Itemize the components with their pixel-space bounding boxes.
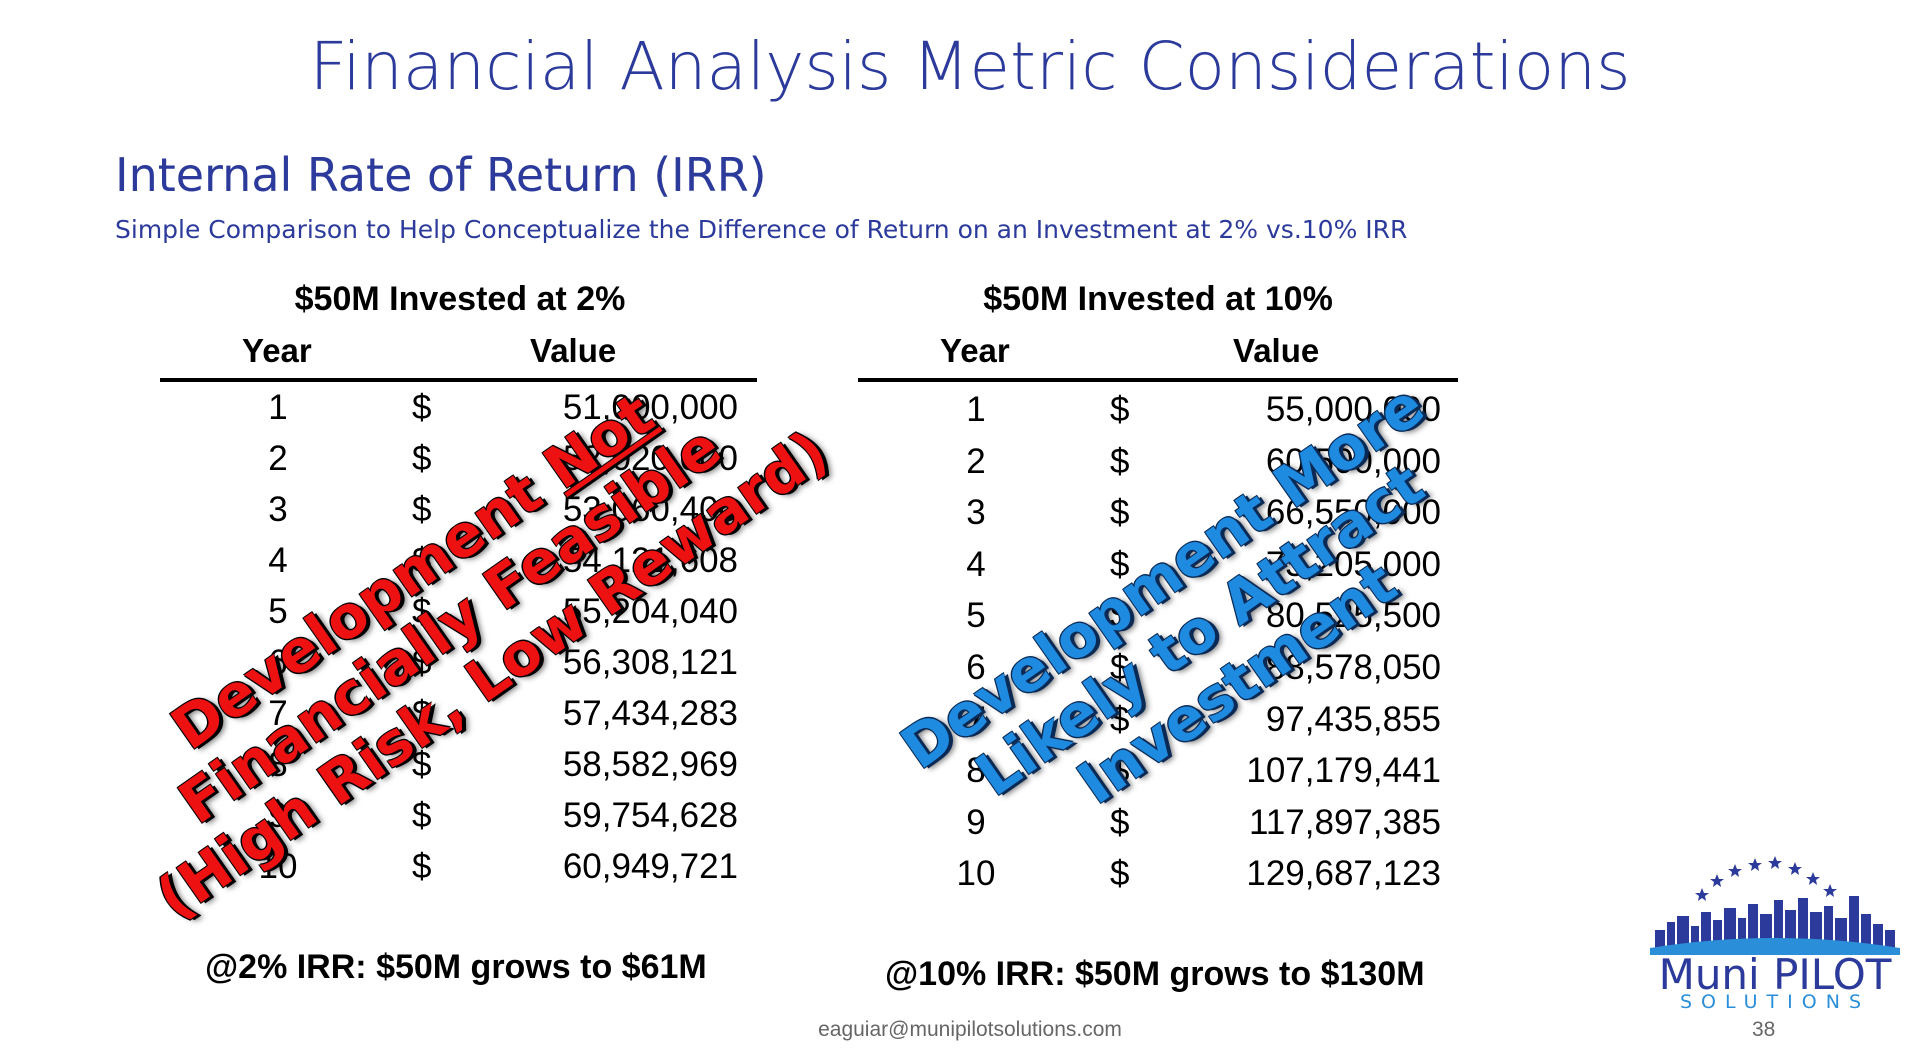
year-cell: 9 (268, 796, 288, 835)
year-cell: 9 (966, 802, 986, 842)
currency-cell: $ (1110, 751, 1130, 791)
value-cell: 57,434,283 (562, 694, 738, 733)
currency-cell: $ (1110, 648, 1130, 687)
currency-cell: $ (412, 388, 432, 427)
currency-cell: $ (412, 490, 432, 529)
year-cell: 3 (268, 490, 288, 529)
value-cell: 53,060,400 (562, 490, 738, 529)
currency-cell: $ (1110, 802, 1130, 842)
year-cell: 6 (268, 643, 288, 682)
currency-cell: $ (1110, 544, 1130, 584)
slide-description: Simple Comparison to Help Conceptualize … (115, 215, 1408, 244)
value-cell: 88,578,050 (1265, 648, 1441, 687)
table-row: 7 $57,434,283 (160, 694, 760, 744)
table-title: $50M Invested at 2% (294, 280, 626, 318)
currency-cell: $ (412, 643, 432, 682)
muni-pilot-logo: Muni PILOT SOLUTIONS (1640, 850, 1910, 1015)
value-cell: 97,435,855 (1265, 699, 1441, 739)
currency-cell: $ (1110, 854, 1130, 894)
currency-cell: $ (412, 745, 432, 784)
value-cell: 56,308,121 (562, 643, 738, 682)
year-cell: 4 (268, 541, 288, 580)
value-cell: 58,582,969 (562, 745, 738, 784)
year-cell: 7 (268, 694, 288, 733)
currency-cell: $ (412, 847, 432, 886)
value-cell: 60,500,000 (1265, 441, 1441, 481)
value-cell: 52,020,000 (562, 439, 738, 478)
value-cell: 55,204,040 (562, 592, 738, 631)
table-row: 1 $51,000,000 (160, 388, 760, 438)
year-column-header: Year (940, 332, 1010, 369)
skyline-icon (1650, 856, 1900, 955)
year-cell: 4 (966, 544, 986, 584)
value-cell: 66,550,000 (1265, 493, 1441, 533)
year-cell: 10 (258, 847, 298, 886)
table-row: 10 $60,949,721 (160, 847, 760, 897)
table-row: 3 $66,550,000 (858, 493, 1458, 543)
footer-email: eaguiar@munipilotsolutions.com (818, 1018, 1122, 1041)
header-rule (858, 378, 1458, 382)
currency-cell: $ (1110, 596, 1130, 636)
value-cell: 55,000,000 (1265, 390, 1441, 429)
table-row: 5 $55,204,040 (160, 592, 760, 642)
year-cell: 1 (268, 388, 288, 427)
value-cell: 117,897,385 (1248, 802, 1441, 842)
table-row: 10 $129,687,123 (858, 854, 1458, 904)
value-column-header: Value (1233, 332, 1320, 369)
table-row: 6 $88,578,050 (858, 648, 1458, 698)
table-row: 2 $60,500,000 (858, 442, 1458, 492)
logo-name: Muni PILOT (1658, 950, 1892, 999)
year-cell: 5 (966, 596, 986, 636)
table-row: 9 $59,754,628 (160, 796, 760, 846)
currency-cell: $ (412, 439, 432, 478)
year-cell: 7 (966, 699, 986, 739)
table-row: 9 $117,897,385 (858, 803, 1458, 853)
currency-cell: $ (412, 541, 432, 580)
table-row: 6 $56,308,121 (160, 643, 760, 693)
currency-cell: $ (1110, 699, 1130, 739)
currency-cell: $ (1110, 493, 1130, 533)
table-row: 2 $52,020,000 (160, 439, 760, 489)
value-cell: 107,179,441 (1246, 751, 1441, 791)
value-cell: 54,121,608 (562, 541, 738, 580)
table-row: 3 $53,060,400 (160, 490, 760, 540)
year-cell: 5 (268, 592, 288, 631)
slide-title: Financial Analysis Metric Considerations (309, 28, 1631, 105)
table-row: 4 $73,205,000 (858, 545, 1458, 595)
summary-2-percent: @2% IRR: $50M grows to $61M (205, 948, 707, 986)
slide-subtitle: Internal Rate of Return (IRR) (115, 148, 767, 202)
value-column-header: Value (530, 332, 617, 369)
currency-cell: $ (412, 592, 432, 631)
table-row: 7 $97,435,855 (858, 700, 1458, 750)
year-cell: 8 (268, 745, 288, 784)
year-cell: 2 (268, 439, 288, 478)
year-cell: 6 (966, 648, 986, 687)
year-cell: 8 (966, 751, 986, 791)
logo-tagline: SOLUTIONS (1680, 991, 1870, 1013)
table-row: 1 $55,000,000 (858, 390, 1458, 440)
year-cell: 1 (966, 390, 986, 429)
value-cell: 80,525,500 (1265, 596, 1441, 636)
page-number: 38 (1752, 1018, 1776, 1041)
currency-cell: $ (1110, 441, 1130, 481)
value-cell: 51,000,000 (562, 388, 738, 427)
year-column-header: Year (242, 332, 312, 369)
table-row: 8 $58,582,969 (160, 745, 760, 795)
year-cell: 3 (966, 493, 986, 533)
currency-cell: $ (412, 796, 432, 835)
summary-10-percent: @10% IRR: $50M grows to $130M (885, 955, 1425, 993)
value-cell: 73,205,000 (1265, 544, 1441, 584)
value-cell: 60,949,721 (562, 847, 738, 886)
value-cell: 129,687,123 (1246, 854, 1441, 894)
year-cell: 10 (956, 854, 996, 894)
year-cell: 2 (966, 441, 986, 481)
currency-cell: $ (1110, 390, 1130, 429)
table-row: 5 $80,525,500 (858, 596, 1458, 646)
currency-cell: $ (412, 694, 432, 733)
table-row: 4 $54,121,608 (160, 541, 760, 591)
table-row: 8 $107,179,441 (858, 751, 1458, 801)
value-cell: 59,754,628 (562, 796, 738, 835)
table-title: $50M Invested at 10% (983, 280, 1333, 318)
header-rule (160, 378, 757, 382)
